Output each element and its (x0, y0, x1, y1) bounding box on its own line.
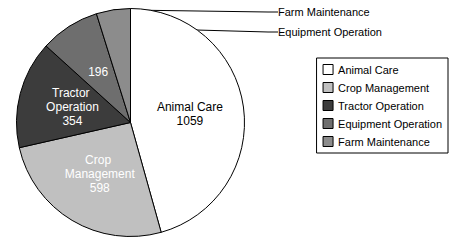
svg-text:Crop: Crop (85, 153, 114, 167)
svg-text:Management: Management (65, 167, 136, 181)
svg-text:Equipment Operation: Equipment Operation (278, 26, 382, 38)
svg-text:1059: 1059 (177, 114, 204, 128)
svg-text:Animal Care: Animal Care (157, 100, 223, 114)
svg-text:Equipment Operation: Equipment Operation (338, 118, 442, 130)
svg-text:Crop Management: Crop Management (338, 82, 429, 94)
svg-text:598: 598 (90, 181, 110, 195)
svg-text:354: 354 (62, 114, 82, 128)
svg-text:196: 196 (88, 65, 108, 79)
svg-text:Animal Care: Animal Care (338, 64, 399, 76)
svg-text:Tractor: Tractor (52, 86, 93, 100)
svg-text:Farm Maintenance: Farm Maintenance (338, 136, 430, 148)
svg-text:Operation: Operation (46, 100, 99, 114)
svg-text:Tractor Operation: Tractor Operation (338, 100, 424, 112)
svg-text:Farm Maintenance: Farm Maintenance (278, 6, 370, 18)
